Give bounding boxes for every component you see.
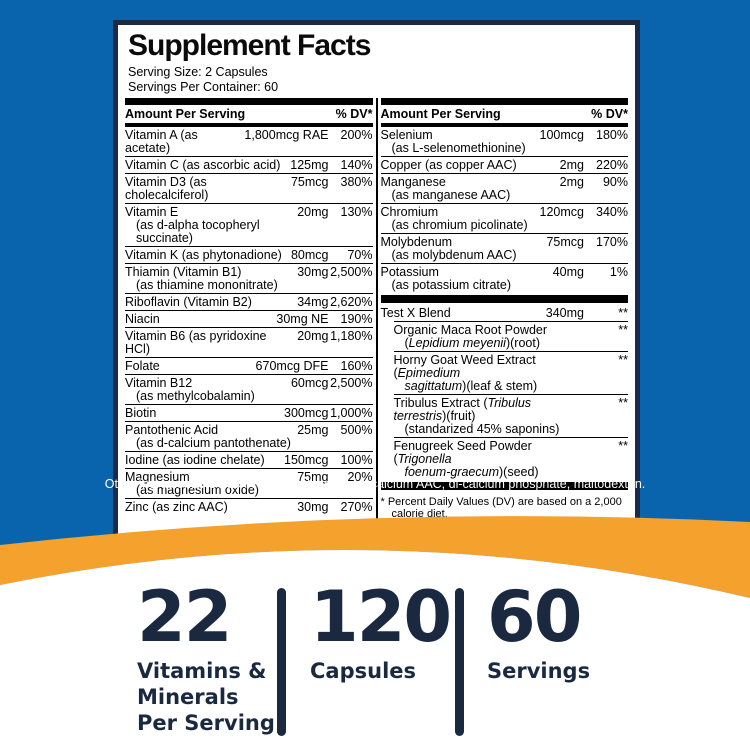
table-row: Pantothenic Acid (as d-calcium pantothena…	[125, 421, 373, 450]
separator-bar	[380, 98, 628, 105]
table-column-right: Amount Per Serving % DV* Selenium (as L-s…	[375, 98, 632, 536]
table-row: Vitamin A (as acetate) 1,800mcg RAE 200%	[125, 128, 373, 155]
table-column-left: Amount Per Serving % DV* Vitamin A (as a…	[122, 98, 376, 536]
stat-value: 120	[310, 576, 452, 658]
wave-graphic	[0, 516, 750, 625]
divider-bar	[277, 588, 286, 736]
stat-capsules: 120 Capsules	[310, 576, 452, 684]
table-header: Amount Per Serving % DV*	[125, 105, 373, 123]
stats-section: 22 Vitamins & Minerals Per Serving 120 Cap…	[0, 576, 750, 750]
table-row: Vitamin D3 (as cholecalciferol) 75mcg 380%	[125, 173, 373, 202]
stat-label: Servings	[487, 659, 591, 683]
separator-bar	[380, 295, 628, 303]
table-row: Vitamin K (as phytonadione) 80mcg 70%	[125, 246, 373, 262]
table-rows-left: Vitamin A (as acetate) 1,800mcg RAE 200% Vi…	[125, 127, 373, 515]
stat-servings: 60 Servings	[487, 576, 591, 684]
separator-bar	[380, 482, 628, 490]
table-row: Niacin 30mg NE 190%	[125, 310, 373, 326]
amount-per-serving-header: Amount Per Serving	[380, 107, 501, 121]
other-ingredients: Other ingredients: Gelatin capsule, stea…	[104, 477, 646, 491]
dv-header: % DV*	[591, 107, 628, 121]
table-row: Biotin 300mcg 1,000%	[125, 404, 373, 420]
table-row: Selenium (as L-selenomethionine) 100mcg 180…	[380, 128, 629, 155]
nutrition-table: Amount Per Serving % DV* Vitamin A (as a…	[122, 98, 631, 536]
table-row: Thiamin (Vitamin B1) (as thiamine mononit…	[125, 263, 373, 292]
table-row: Molybdenum (as molybdenum AAC) 75mcg 170%	[380, 233, 628, 262]
table-row: Horny Goat Weed Extract (Epimedium sagitt…	[393, 351, 628, 393]
table-row: Tribulus Extract (Tribulus terrestris)(f…	[393, 394, 628, 436]
divider-bar	[455, 588, 464, 736]
table-row: Copper (as copper AAC) 2mg 220%	[380, 156, 628, 172]
table-row: Vitamin E (as d-alpha tocopheryl succinat…	[125, 203, 373, 245]
stat-vitamins-minerals: 22 Vitamins & Minerals Per Serving	[137, 576, 275, 736]
table-header: Amount Per Serving % DV*	[381, 105, 629, 123]
stat-value: 22	[137, 576, 232, 658]
supplement-facts-panel: Supplement Facts Serving Size: 2 Capsule…	[113, 20, 640, 545]
table-rows-right: Selenium (as L-selenomethionine) 100mcg 180…	[380, 127, 629, 490]
table-row: Chromium (as chromium picolinate) 120mcg 34…	[380, 203, 628, 232]
table-row: Potassium (as potassium citrate) 40mg 1%	[380, 263, 628, 292]
separator-bar	[125, 123, 373, 127]
table-row: Folate 670mcg DFE 160%	[125, 357, 373, 373]
table-row: Magnesium (as magnesium oxide) 75mg 20%	[125, 468, 373, 497]
table-row: Manganese (as manganese AAC) 2mg 90%	[380, 173, 628, 202]
amount-per-serving-header: Amount Per Serving	[125, 107, 246, 121]
table-row: Zinc (as zinc AAC) 30mg 270%	[125, 498, 373, 514]
stat-label: Capsules	[310, 659, 417, 683]
table-row: Fenugreek Seed Powder (Trigonella foenum-…	[393, 437, 628, 479]
serving-size: Serving Size: 2 Capsules	[128, 65, 268, 79]
separator-bar	[380, 123, 628, 127]
white-wave-area	[0, 549, 750, 625]
table-row: Iodine (as iodine chelate) 150mcg 100%	[125, 451, 373, 467]
table-row: Test X Blend 340mg **	[380, 306, 629, 320]
stat-value: 60	[487, 576, 582, 658]
separator-bar	[125, 98, 373, 105]
dv-header: % DV*	[335, 107, 373, 121]
table-row: Vitamin B6 (as pyridoxine HCl) 20mg 1,180%	[125, 327, 373, 356]
table-row: Vitamin C (as ascorbic acid) 125mg 140%	[125, 156, 373, 172]
stat-label: Vitamins & Minerals Per Serving	[137, 659, 275, 735]
table-row: Riboflavin (Vitamin B2) 34mg 2,620%	[125, 293, 373, 309]
table-row: Organic Maca Root Powder (Lepidium meyeni…	[393, 321, 628, 350]
servings-per-container: Servings Per Container: 60	[128, 80, 279, 94]
table-row: Vitamin B12 (as methylcobalamin) 60mcg 2,50…	[125, 374, 373, 403]
supplement-facts-title: Supplement Facts	[128, 29, 371, 62]
orange-wave-stripe	[0, 516, 750, 598]
